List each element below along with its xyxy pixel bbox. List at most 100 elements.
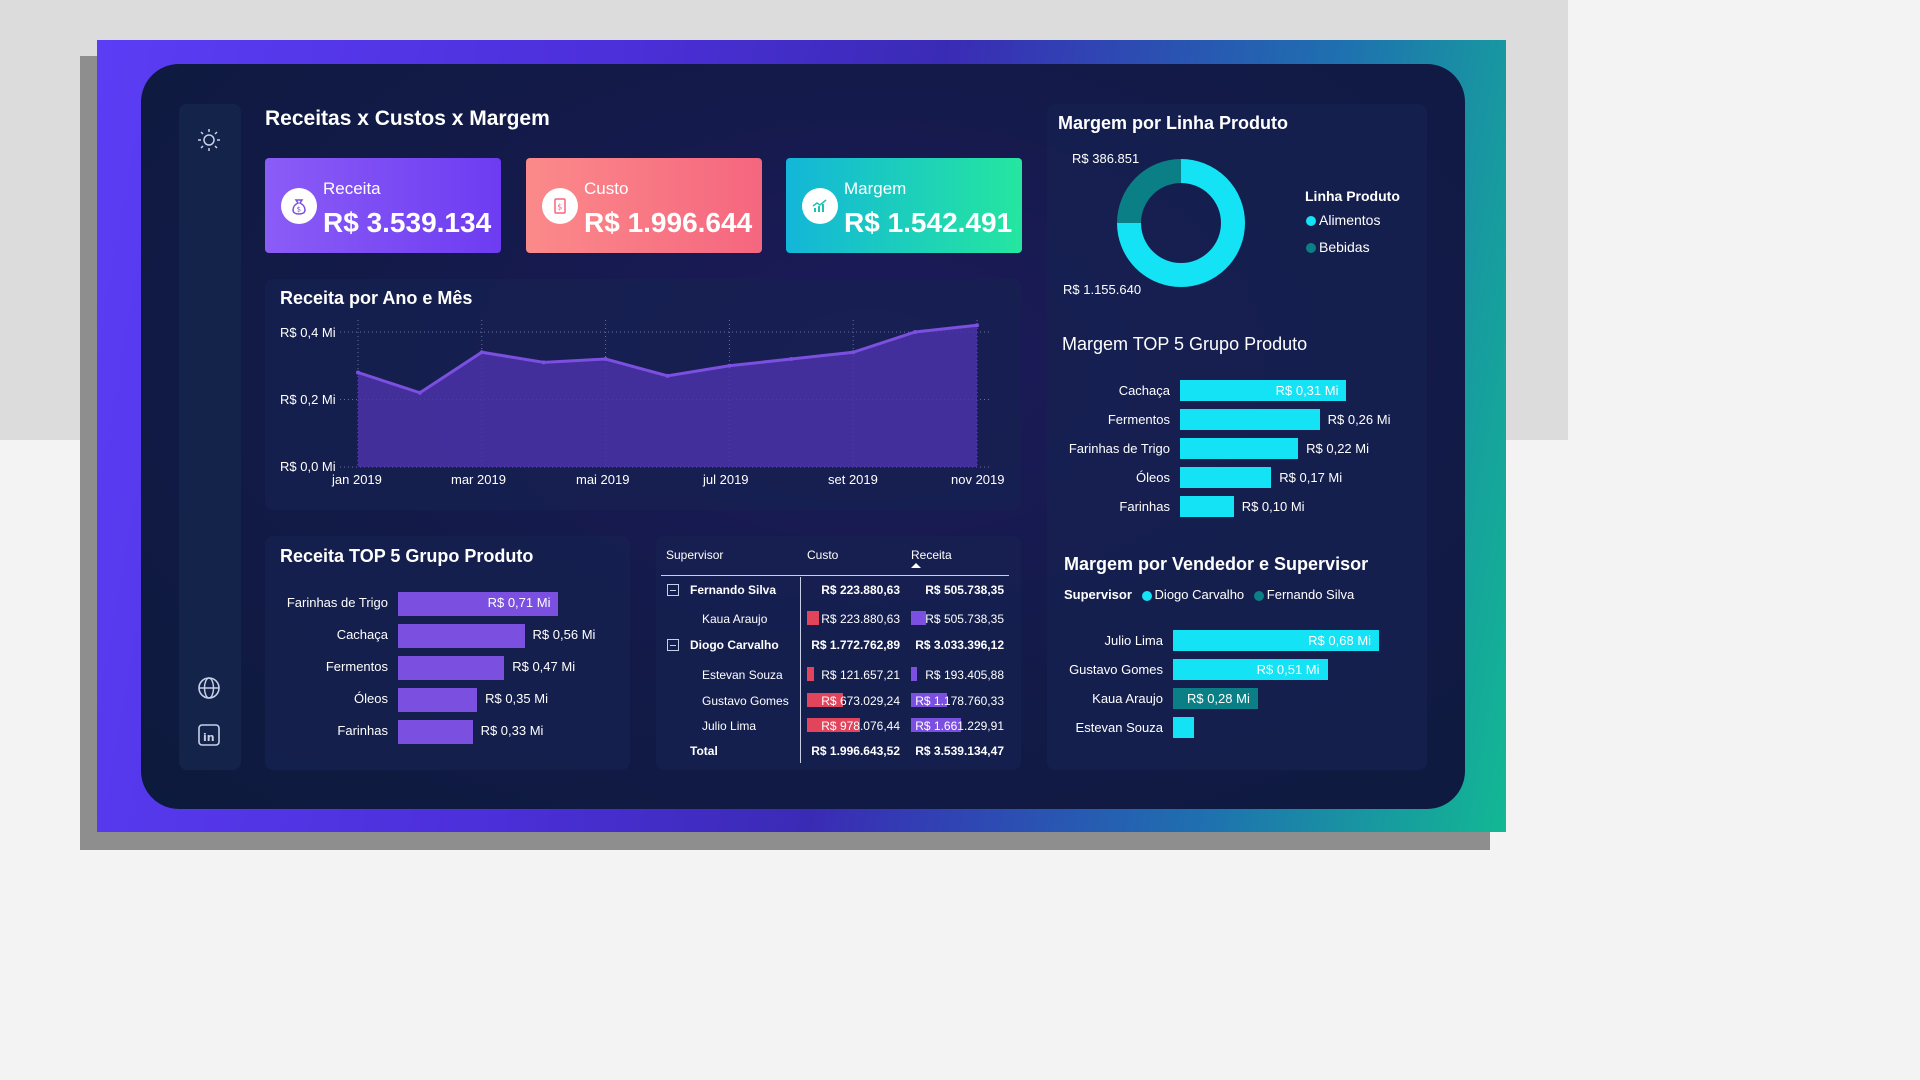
svg-text:$: $ [557, 203, 562, 212]
page-title: Receitas x Custos x Margem [265, 107, 550, 130]
table-row-name[interactable]: Fernando Silva [690, 583, 777, 597]
legend-label: Alimentos [1319, 212, 1381, 228]
table-cell-custo: R$ 673.029,24 [821, 694, 900, 708]
donut-label-alimentos: R$ 1.155.640 [1063, 282, 1142, 297]
bar[interactable] [1180, 496, 1234, 517]
table-row-name[interactable]: Julio Lima [702, 719, 757, 733]
legend-dot-icon [1306, 216, 1316, 227]
kpi-card-margem[interactable]: Margem R$ 1.542.491 [786, 158, 1022, 253]
data-point[interactable] [541, 360, 546, 365]
data-point[interactable] [851, 350, 856, 355]
table-total-receita: R$ 3.539.134,47 [915, 744, 1004, 758]
bar[interactable] [398, 720, 473, 744]
bar[interactable] [398, 624, 525, 648]
bar[interactable] [398, 688, 478, 712]
y-tick-label: R$ 0,4 Mi [280, 325, 336, 340]
col-header-receita[interactable]: Receita [911, 548, 952, 562]
data-point[interactable] [727, 363, 732, 368]
y-tick-label: R$ 0,2 Mi [280, 392, 336, 407]
kpi-label: Receita [323, 179, 381, 198]
sort-ascending-icon [911, 563, 921, 568]
linkedin-icon[interactable]: in [196, 722, 222, 748]
table-cell-custo: R$ 978.076,44 [821, 719, 900, 733]
bar[interactable] [1173, 717, 1195, 738]
bar[interactable] [1173, 630, 1380, 651]
svg-text:$: $ [297, 206, 301, 214]
bar[interactable] [1180, 380, 1347, 401]
legend-item-alimentos[interactable]: Alimentos [1306, 212, 1380, 228]
receipt-icon: $ [542, 188, 578, 224]
table-column-divider [800, 577, 801, 763]
globe-icon[interactable] [196, 675, 222, 701]
legend-item-fernando[interactable]: Fernando Silva [1266, 587, 1355, 602]
legend-dot-icon [1253, 590, 1264, 601]
bar-value-label: R$ 0,68 Mi [1308, 633, 1372, 648]
kpi-value: R$ 1.996.644 [584, 207, 753, 238]
kpi-label: Custo [584, 179, 629, 198]
margin-donut-chart [1117, 159, 1245, 287]
sun-icon[interactable] [196, 127, 222, 153]
y-tick-label: R$ 0,0 Mi [280, 459, 336, 474]
donut-slice-bebidas[interactable] [1117, 159, 1245, 287]
bar-category-label: Fermentos [325, 659, 388, 674]
x-tick-label: mar 2019 [451, 472, 506, 487]
x-tick-label: nov 2019 [951, 472, 1005, 487]
bar[interactable] [398, 656, 505, 680]
table-cell-custo: R$ 223.880,63 [821, 583, 900, 597]
data-point[interactable] [975, 323, 979, 328]
revenue-area-chart [340, 320, 990, 468]
bar[interactable] [398, 592, 559, 616]
kpi-card-custo[interactable]: $ Custo R$ 1.996.644 [526, 158, 762, 253]
table-row-name[interactable]: Diogo Carvalho [690, 638, 779, 652]
table-row-name[interactable]: Estevan Souza [702, 668, 783, 682]
legend-dot-icon [1306, 243, 1316, 254]
bar[interactable] [1180, 438, 1299, 459]
table-total-label: Total [690, 744, 718, 758]
table-header-divider [661, 575, 1009, 576]
databar-receita [911, 611, 927, 625]
table-cell-receita: R$ 505.738,35 [925, 612, 1004, 626]
bar[interactable] [1173, 688, 1258, 709]
data-point[interactable] [665, 373, 670, 378]
data-point[interactable] [356, 370, 360, 375]
databar-custo [807, 718, 860, 732]
table-row-name[interactable]: Kaua Araujo [702, 612, 768, 626]
legend-item-bebidas[interactable]: Bebidas [1306, 239, 1370, 255]
collapse-icon[interactable] [667, 584, 679, 596]
databar-custo [807, 667, 814, 681]
kpi-value: R$ 1.542.491 [844, 207, 1013, 238]
money-bag-icon: $ [281, 188, 317, 224]
collapse-icon[interactable] [667, 639, 679, 651]
table-cell-custo: R$ 121.657,21 [821, 668, 900, 682]
databar-receita [911, 718, 962, 732]
col-header-custo[interactable]: Custo [807, 548, 839, 562]
data-point[interactable] [417, 390, 422, 395]
bar[interactable] [1180, 467, 1272, 488]
kpi-card-receita[interactable]: $ Receita R$ 3.539.134 [265, 158, 501, 253]
bar-category-label: Óleos [1136, 470, 1170, 485]
table-row-name[interactable]: Gustavo Gomes [702, 694, 789, 708]
top5-receita-title: Receita TOP 5 Grupo Produto [280, 546, 534, 566]
data-point[interactable] [603, 357, 608, 361]
bar-value-label: R$ 0,28 Mi [1186, 691, 1250, 706]
sidebar [179, 104, 241, 770]
bar-value-label: R$ 0,56 Mi [532, 627, 596, 642]
vendedor-legend-title: Supervisor [1064, 587, 1132, 602]
bar-category-label: Cachaça [336, 627, 388, 642]
supervisor-table-panel [656, 536, 1021, 770]
table-cell-receita: R$ 1.178.760,33 [915, 694, 1004, 708]
data-point[interactable] [789, 357, 794, 361]
bar-category-label: Farinhas [337, 723, 388, 738]
col-header-supervisor[interactable]: Supervisor [666, 548, 724, 562]
bar-category-label: Cachaça [1118, 383, 1170, 398]
bar[interactable] [1180, 409, 1320, 430]
table-cell-receita: R$ 193.405,88 [925, 668, 1004, 682]
bar-category-label: Gustavo Gomes [1069, 662, 1163, 677]
table-total-custo: R$ 1.996.643,52 [811, 744, 900, 758]
data-point[interactable] [479, 350, 484, 355]
data-point[interactable] [913, 330, 918, 334]
legend-item-diogo[interactable]: Diogo Carvalho [1154, 587, 1245, 602]
bar[interactable] [1173, 659, 1328, 680]
x-tick-label: mai 2019 [576, 472, 630, 487]
bar-category-label: Julio Lima [1104, 633, 1163, 648]
